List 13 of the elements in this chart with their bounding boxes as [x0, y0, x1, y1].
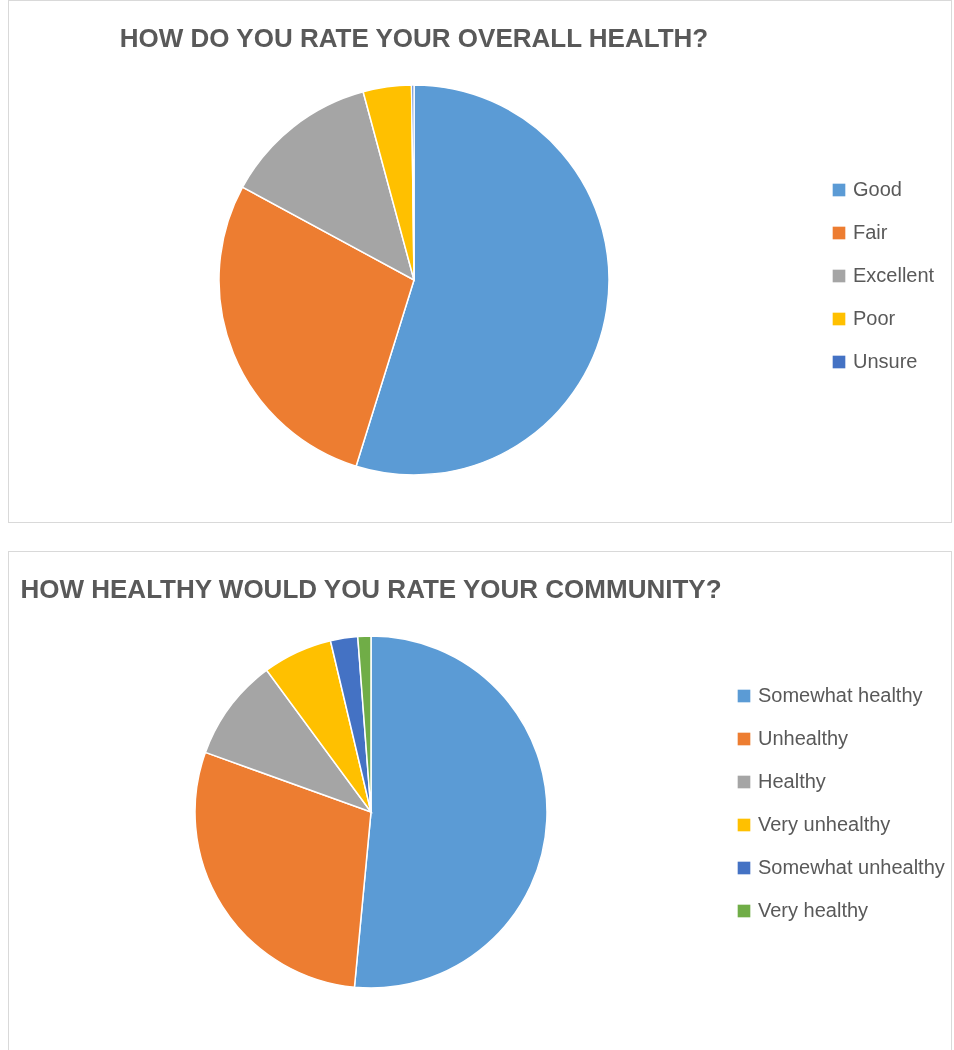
chart-title: HOW HEALTHY WOULD YOU RATE YOUR COMMUNITY?	[20, 574, 722, 604]
legend-label: Somewhat unhealthy	[758, 856, 945, 878]
legend-label: Very healthy	[758, 899, 869, 921]
legend-label: Unhealthy	[758, 727, 849, 749]
legend-label: Good	[853, 178, 902, 200]
legend-label: Unsure	[853, 350, 918, 372]
legend-label: Somewhat healthy	[758, 684, 923, 706]
legend-label: Very unhealthy	[758, 813, 891, 835]
legend-label: Fair	[853, 221, 888, 243]
chart-title: HOW DO YOU RATE YOUR OVERALL HEALTH?	[119, 23, 709, 53]
legend-label: Healthy	[758, 770, 826, 792]
legend-label: Excellent	[853, 264, 935, 286]
legend-label: Poor	[853, 307, 896, 329]
